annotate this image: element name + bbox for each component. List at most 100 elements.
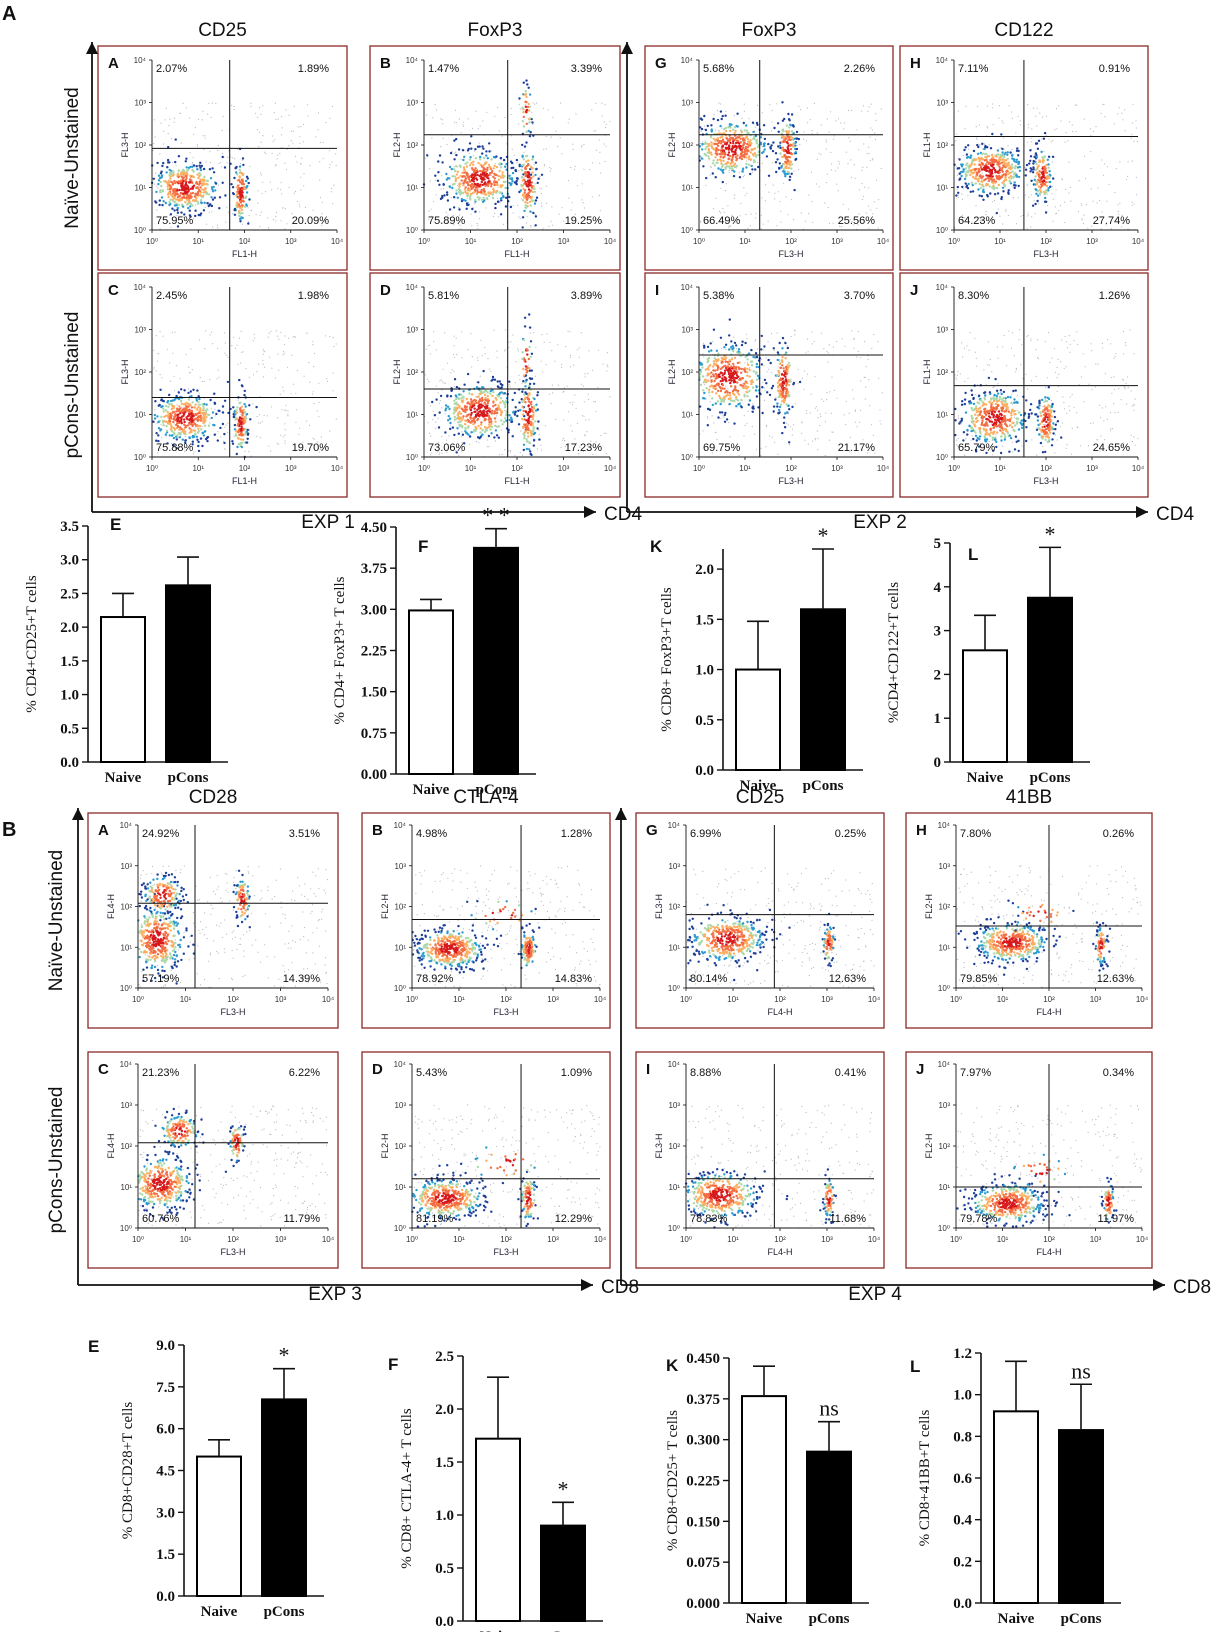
background-event bbox=[976, 138, 978, 140]
event-dot bbox=[1017, 184, 1020, 188]
background-event bbox=[545, 185, 548, 187]
event-dot bbox=[160, 174, 164, 177]
event-dot bbox=[1008, 176, 1011, 179]
background-event bbox=[583, 401, 585, 403]
event-dot bbox=[795, 130, 799, 134]
background-event bbox=[309, 381, 311, 383]
event-dot bbox=[153, 417, 157, 420]
x-tick-label: 10³ bbox=[285, 237, 297, 246]
column-title: FoxP3 bbox=[742, 20, 797, 41]
event-dot bbox=[508, 195, 511, 199]
event-dot bbox=[512, 411, 515, 414]
event-dot bbox=[473, 410, 476, 414]
event-dot bbox=[453, 399, 456, 402]
event-dot bbox=[247, 222, 250, 225]
background-event bbox=[545, 364, 547, 366]
background-event bbox=[1002, 122, 1004, 124]
background-event bbox=[313, 438, 315, 440]
event-dot bbox=[501, 383, 504, 387]
x-tick-label: 10¹ bbox=[994, 237, 1006, 246]
event-dot bbox=[180, 192, 183, 195]
background-event bbox=[1083, 214, 1085, 216]
background-event bbox=[504, 329, 506, 331]
event-dot bbox=[493, 164, 496, 168]
x-tick-label: 10⁴ bbox=[877, 237, 890, 246]
event-dot bbox=[1002, 190, 1005, 193]
event-dot bbox=[496, 380, 499, 383]
event-dot bbox=[487, 434, 491, 438]
event-dot bbox=[749, 151, 752, 154]
background-event bbox=[222, 115, 224, 117]
event-dot bbox=[789, 138, 792, 141]
event-dot bbox=[169, 186, 172, 189]
background-event bbox=[575, 407, 577, 409]
background-event bbox=[509, 386, 511, 388]
section-label: A bbox=[2, 3, 16, 25]
event-dot bbox=[981, 142, 984, 145]
quadrant-upper-left-value: 1.47% bbox=[428, 63, 459, 75]
background-event bbox=[287, 410, 289, 412]
background-event bbox=[275, 216, 277, 218]
event-dot bbox=[715, 149, 718, 153]
background-event bbox=[754, 126, 756, 128]
background-event bbox=[961, 198, 964, 201]
event-dot bbox=[1052, 177, 1055, 180]
background-event bbox=[218, 376, 220, 378]
background-event bbox=[290, 140, 292, 142]
event-dot bbox=[468, 435, 472, 438]
event-dot bbox=[172, 173, 175, 176]
event-dot bbox=[211, 198, 215, 201]
background-event bbox=[488, 446, 490, 448]
background-event bbox=[513, 154, 515, 156]
background-event bbox=[190, 348, 192, 350]
background-event bbox=[471, 356, 473, 358]
background-event bbox=[201, 380, 203, 382]
flow-panel-A-D: 10⁰10⁰10¹10¹10²10²10³10³10⁴10⁴FL1-HFL2-H… bbox=[369, 272, 621, 498]
background-event bbox=[1117, 113, 1119, 115]
event-dot bbox=[242, 438, 245, 441]
event-dot bbox=[472, 185, 476, 188]
background-event bbox=[978, 124, 981, 126]
event-dot bbox=[1001, 174, 1004, 177]
background-event bbox=[540, 360, 542, 362]
x-tick-label: 10¹ bbox=[192, 464, 204, 473]
background-event bbox=[284, 208, 286, 210]
background-event bbox=[196, 145, 198, 148]
event-dot bbox=[457, 148, 461, 151]
background-event bbox=[967, 194, 969, 196]
event-dot bbox=[974, 175, 978, 178]
event-dot bbox=[1035, 162, 1038, 166]
background-event bbox=[237, 363, 239, 365]
event-dot bbox=[521, 164, 524, 167]
event-dot bbox=[484, 428, 487, 431]
event-dot bbox=[203, 201, 206, 204]
background-event bbox=[560, 446, 562, 448]
background-event bbox=[294, 190, 297, 192]
background-event bbox=[837, 190, 839, 192]
event-dot bbox=[236, 205, 239, 209]
event-dot bbox=[1033, 183, 1037, 186]
event-dot bbox=[965, 185, 968, 189]
event-dot bbox=[190, 181, 194, 184]
background-event bbox=[1115, 168, 1117, 170]
event-dot bbox=[530, 197, 533, 200]
background-event bbox=[313, 366, 315, 368]
event-dot bbox=[175, 394, 178, 398]
background-event bbox=[749, 225, 751, 227]
event-dot bbox=[207, 424, 211, 427]
background-event bbox=[277, 353, 279, 355]
x-tick-label: 10⁰ bbox=[948, 237, 960, 246]
background-event bbox=[471, 225, 473, 227]
background-event bbox=[866, 166, 868, 168]
event-dot bbox=[154, 400, 157, 403]
event-dot bbox=[199, 199, 203, 202]
event-dot bbox=[453, 406, 456, 409]
background-event bbox=[861, 199, 864, 201]
background-event bbox=[1054, 129, 1056, 131]
event-dot bbox=[236, 173, 239, 176]
quadrant-lower-left-value: 64.23% bbox=[958, 215, 996, 227]
event-dot bbox=[1014, 184, 1017, 187]
background-event bbox=[453, 345, 455, 347]
background-event bbox=[539, 176, 541, 178]
background-event bbox=[429, 344, 431, 346]
